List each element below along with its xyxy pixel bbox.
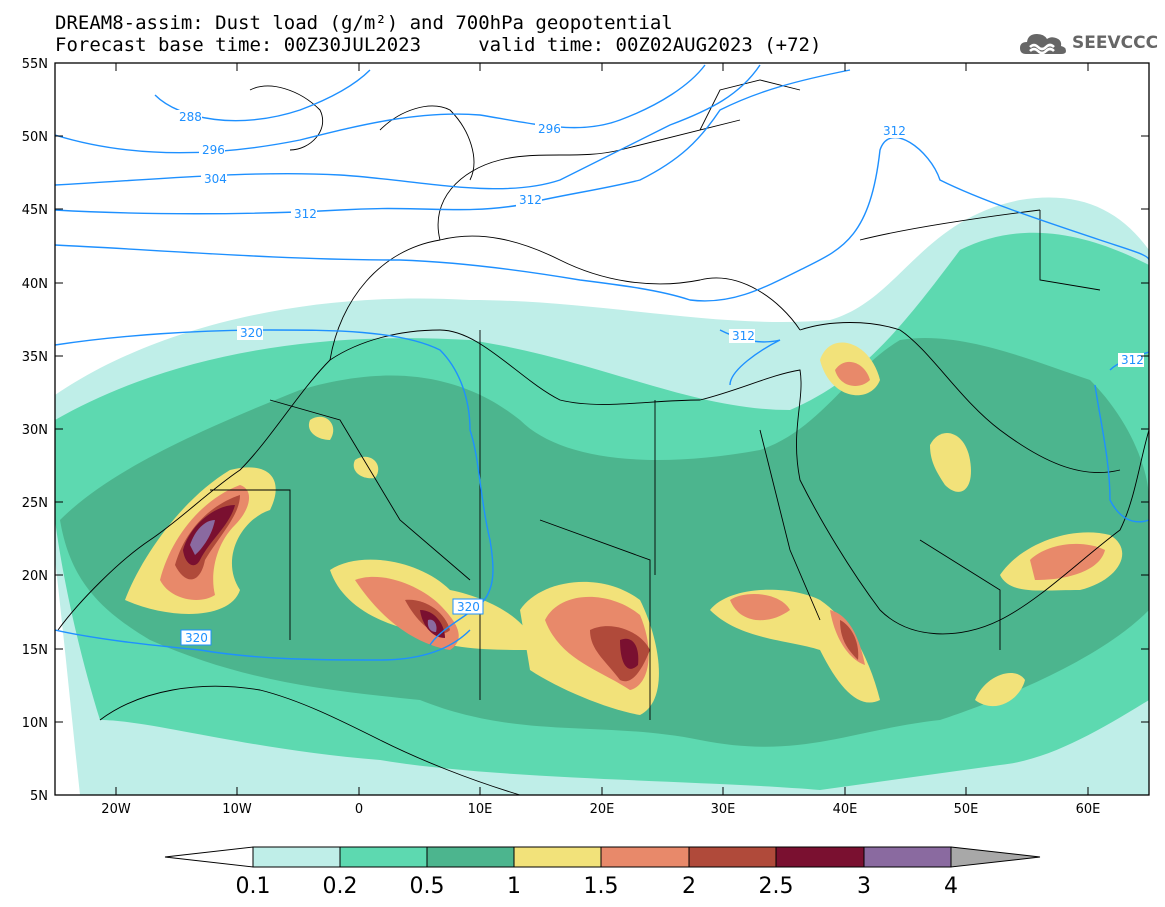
contour-label: 312 (732, 329, 755, 343)
contour-label: 296 (538, 122, 561, 136)
contour-label: 288 (179, 110, 202, 124)
lat-label: 35N (22, 350, 48, 365)
contour-label: 312 (294, 207, 317, 221)
lat-label: 45N (22, 203, 48, 218)
colorbar-label: 0.1 (236, 874, 271, 899)
lon-label: 20E (590, 802, 615, 817)
lat-label: 55N (22, 57, 48, 72)
lon-label: 30E (711, 802, 736, 817)
colorbar-high-arrow (950, 846, 1041, 868)
lon-label: 20W (101, 802, 131, 817)
colorbar-segment (426, 846, 515, 868)
contour-label: 320 (185, 631, 208, 645)
contour-label: 296 (202, 143, 225, 157)
contour-label: 320 (457, 600, 480, 614)
lon-label: 40E (833, 802, 858, 817)
seevccc-logo: SEEVCCC (1018, 28, 1158, 58)
lon-label: 0 (355, 802, 363, 817)
colorbar-segment (513, 846, 602, 868)
colorbar-label: 4 (944, 874, 958, 899)
map-title: DREAM8-assim: Dust load (g/m²) and 700hP… (55, 12, 673, 34)
colorbar-label: 2 (682, 874, 696, 899)
lon-label: 10W (222, 802, 252, 817)
lon-label: 10E (468, 802, 493, 817)
contour-labels: 288 296 296 304 312 312 312 312 312 320 … (176, 110, 1144, 646)
colorbar-label: 0.2 (323, 874, 358, 899)
lat-label: 40N (22, 277, 48, 292)
dust-field (55, 63, 1149, 795)
logo-text: SEEVCCC (1072, 33, 1159, 53)
contour-label: 312 (883, 124, 906, 138)
lat-label: 5N (30, 789, 48, 804)
colorbar-segment (339, 846, 428, 868)
colorbar-segment (863, 846, 952, 868)
colorbar-label: 3 (857, 874, 871, 899)
colorbar-label: 0.5 (410, 874, 445, 899)
lat-label: 50N (22, 130, 48, 145)
colorbar-segment (600, 846, 690, 868)
coastlines (57, 79, 1149, 795)
lat-label: 15N (22, 643, 48, 658)
lat-label: 25N (22, 496, 48, 511)
colorbar-label: 2.5 (759, 874, 794, 899)
contour-label: 312 (1121, 353, 1144, 367)
forecast-time-subtitle: Forecast base time: 00Z30JUL2023 valid t… (55, 34, 822, 56)
latitude-axis: 55N 50N 45N 40N 35N 30N 25N 20N 15N 10N … (22, 57, 1149, 804)
longitude-axis: 20W 10W 0 10E 20E 30E 40E 50E 60E (101, 63, 1100, 817)
colorbar-label: 1 (507, 874, 521, 899)
lat-label: 30N (22, 423, 48, 438)
colorbar-label: 1.5 (584, 874, 619, 899)
contour-label: 320 (240, 326, 263, 340)
lat-label: 10N (22, 716, 48, 731)
lon-label: 60E (1076, 802, 1101, 817)
colorbar-segment (252, 846, 341, 868)
contour-label: 304 (204, 172, 227, 186)
lon-label: 50E (954, 802, 979, 817)
lat-label: 20N (22, 569, 48, 584)
cloud-icon (1020, 34, 1066, 55)
colorbar-low-arrow (164, 846, 254, 868)
colorbar-segment (688, 846, 777, 868)
colorbar-segment (775, 846, 865, 868)
colorbar: 0.1 0.2 0.5 1 1.5 2 2.5 3 4 (164, 846, 1041, 899)
contour-label: 312 (519, 193, 542, 207)
